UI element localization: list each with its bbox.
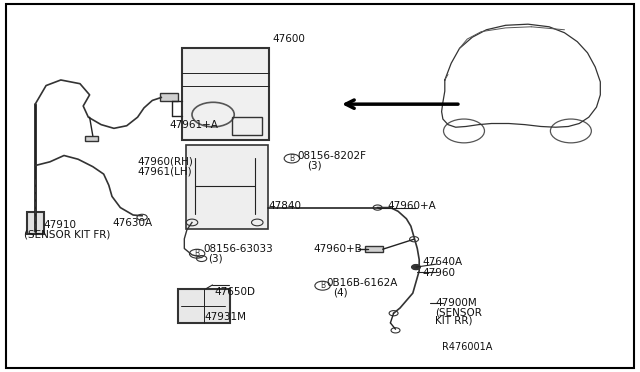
Bar bbox=[85, 136, 98, 141]
Text: 47600: 47600 bbox=[272, 34, 305, 44]
Text: 08156-63033: 08156-63033 bbox=[204, 244, 273, 254]
Text: 47931M: 47931M bbox=[205, 312, 247, 322]
Text: 47640A: 47640A bbox=[422, 257, 463, 267]
Text: 47960+A: 47960+A bbox=[387, 202, 436, 211]
Text: 47960: 47960 bbox=[422, 269, 456, 278]
Text: 47650D: 47650D bbox=[214, 287, 255, 297]
Text: (3): (3) bbox=[307, 161, 322, 170]
Bar bbox=[186, 145, 268, 229]
Text: 47900M: 47900M bbox=[435, 298, 477, 308]
Bar bbox=[365, 246, 383, 252]
Text: (3): (3) bbox=[208, 254, 223, 263]
Text: 08156-8202F: 08156-8202F bbox=[297, 151, 366, 161]
Text: B: B bbox=[320, 281, 325, 290]
Text: (SENSOR KIT FR): (SENSOR KIT FR) bbox=[24, 230, 111, 239]
Circle shape bbox=[412, 265, 420, 269]
Text: R476001A: R476001A bbox=[442, 342, 492, 352]
Text: 47910: 47910 bbox=[44, 220, 77, 230]
Bar bbox=[160, 93, 178, 101]
Text: B: B bbox=[289, 154, 294, 163]
Text: (4): (4) bbox=[333, 287, 348, 297]
Text: 47630A: 47630A bbox=[112, 218, 152, 228]
Text: 47840: 47840 bbox=[269, 202, 302, 211]
Text: KIT RR): KIT RR) bbox=[435, 316, 473, 326]
Text: (SENSOR: (SENSOR bbox=[435, 308, 482, 317]
Bar bbox=[232, 117, 262, 135]
Bar bbox=[182, 48, 269, 140]
Text: 47961(LH): 47961(LH) bbox=[138, 166, 192, 176]
Bar bbox=[27, 212, 44, 234]
Text: 0B16B-6162A: 0B16B-6162A bbox=[326, 278, 398, 288]
Text: 47961+A: 47961+A bbox=[170, 120, 218, 129]
Text: B: B bbox=[195, 249, 200, 258]
Bar bbox=[178, 289, 230, 323]
Text: 47960+B: 47960+B bbox=[314, 244, 362, 254]
Text: 47960(RH): 47960(RH) bbox=[138, 157, 193, 167]
